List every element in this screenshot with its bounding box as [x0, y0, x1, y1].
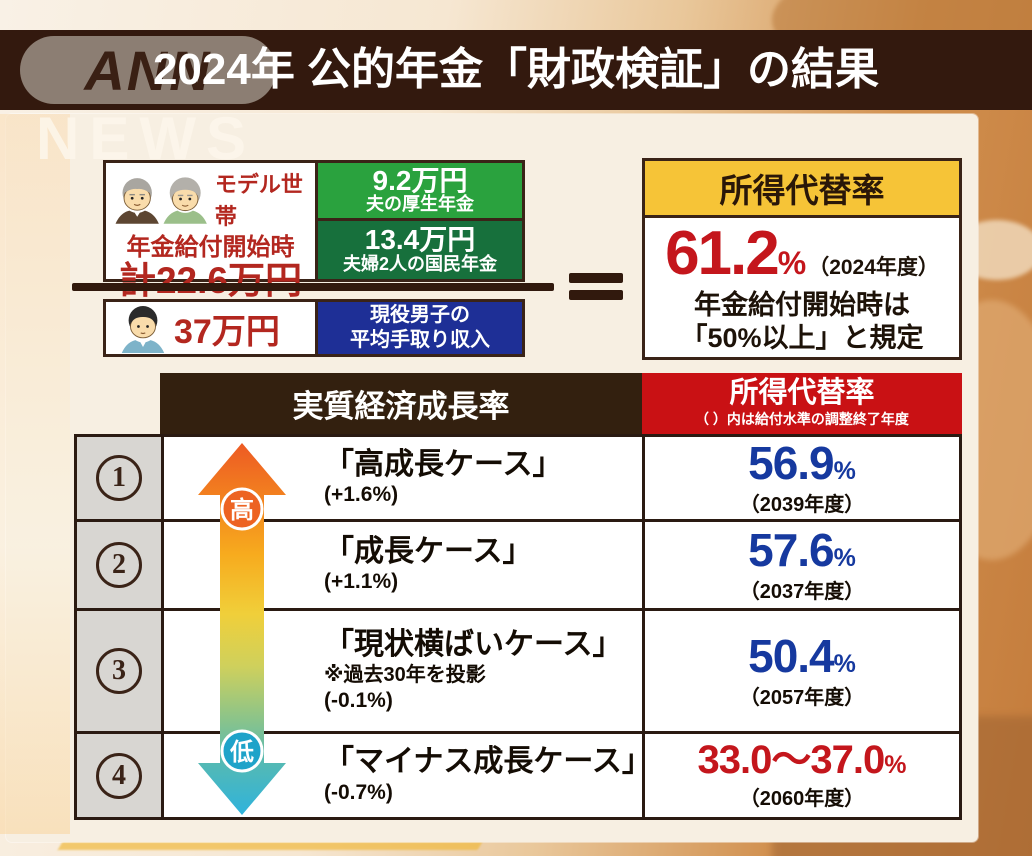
case-note: ※過去30年を投影	[324, 663, 486, 686]
elderly-woman-icon	[163, 177, 208, 224]
rate-year: （2060年度）	[739, 788, 865, 810]
rate-unit: %	[833, 649, 856, 678]
worker-income-box: 37万円 現役男子の 平均手取り収入	[103, 299, 525, 357]
case-title: 「成長ケース」	[324, 534, 533, 568]
worker-income-amount: 37万円	[174, 312, 280, 351]
growth-column-header: 実質経済成長率	[160, 373, 642, 434]
low-badge-label: 低	[229, 739, 254, 766]
case-growth: (+1.1%)	[324, 570, 399, 594]
replacement-rate-header: 所得代替率	[645, 161, 959, 218]
national-pension-box: 13.4万円 夫婦2人の国民年金	[318, 221, 522, 279]
pension-start-label: 年金給付開始時	[126, 234, 295, 261]
worker-income-label-line2: 平均手取り収入	[350, 329, 490, 351]
background-light-ray	[0, 114, 70, 834]
employee-pension-amount: 9.2万円	[372, 164, 468, 196]
case-title: 「高成長ケース」	[324, 447, 563, 481]
replacement-rate-body: 61.2 % （2024年度） 年金給付開始時は 「50%以上」と規定	[645, 218, 959, 357]
replacement-rate-unit: %	[777, 245, 807, 282]
table-header: 実質経済成長率 所得代替率 （ ）内は給付水準の調整終了年度	[160, 373, 962, 434]
high-badge-label: 高	[230, 496, 254, 524]
case-title: 「マイナス成長ケース」	[324, 745, 652, 779]
high-badge: 高	[220, 487, 264, 531]
case-growth: (-0.7%)	[324, 780, 393, 804]
circled-number-3: 3	[96, 648, 142, 694]
replacement-rule-line2: 「50%以上」と規定	[680, 322, 924, 353]
rate-column-header: 所得代替率 （ ）内は給付水準の調整終了年度	[642, 373, 962, 434]
case-growth: (+1.6%)	[324, 483, 399, 507]
table-row-value: 33.0〜37.0 % （2060年度）	[645, 734, 959, 817]
pension-total-amount: 計22.6万円	[118, 260, 302, 301]
equals-sign	[569, 273, 623, 283]
rate-year: （2039年度）	[739, 493, 865, 516]
table-row-number: 2	[77, 522, 161, 608]
model-household-box: モデル世帯 年金給付開始時 計22.6万円 9.2万円 夫の厚生年金 13.4万…	[103, 160, 525, 299]
table-row-number: 1	[77, 437, 161, 519]
rate-column-note: （ ）内は給付水準の調整終了年度	[695, 411, 909, 428]
elderly-man-icon	[115, 178, 159, 224]
ann-logo-text: ANN	[84, 38, 212, 102]
rate-column-title: 所得代替率	[729, 376, 875, 409]
rate-value: 56.9	[748, 436, 835, 489]
replacement-rate-year: （2024年度）	[808, 256, 939, 280]
model-household-label: モデル世帯	[214, 172, 303, 229]
case-growth: (-0.1%)	[324, 688, 393, 712]
circled-number-2: 2	[96, 542, 142, 588]
table-row-value: 56.9 % （2039年度）	[645, 437, 959, 519]
rate-value: 57.6	[748, 523, 835, 576]
employee-pension-label: 夫の厚生年金	[366, 194, 474, 215]
rate-value: 33.0〜37.0	[697, 738, 886, 782]
employee-pension-box: 9.2万円 夫の厚生年金	[318, 163, 522, 221]
ann-logo: ANN	[20, 36, 276, 104]
rate-unit: %	[884, 751, 907, 779]
rate-year: （2037年度）	[739, 580, 865, 603]
replacement-rate-value: 61.2	[665, 219, 780, 289]
growth-gradient-arrow: 高 低	[198, 443, 286, 815]
replacement-rate-box: 所得代替率 61.2 % （2024年度） 年金給付開始時は 「50%以上」と規…	[642, 158, 962, 360]
table-row-number: 3	[77, 611, 161, 731]
worker-income-label-box: 現役男子の 平均手取り収入	[318, 302, 522, 354]
low-badge: 低	[220, 729, 264, 773]
equals-sign	[569, 290, 623, 300]
rate-unit: %	[833, 456, 856, 485]
pension-breakdown: 9.2万円 夫の厚生年金 13.4万円 夫婦2人の国民年金	[318, 163, 522, 279]
page-title: 2024年 公的年金「財政検証」の結果	[152, 45, 880, 94]
table-row-value: 50.4 % （2057年度）	[645, 611, 959, 731]
replacement-rule-line1: 年金給付開始時は	[693, 290, 910, 321]
table-row-number: 4	[77, 734, 161, 817]
rate-value: 50.4	[748, 629, 835, 682]
worker-income-left: 37万円	[106, 302, 318, 354]
working-man-icon	[121, 306, 165, 353]
national-pension-amount: 13.4万円	[364, 224, 476, 256]
fraction-divider-line	[72, 283, 554, 291]
table-row-value: 57.6 % （2037年度）	[645, 522, 959, 608]
title-bar: ANN 2024年 公的年金「財政検証」の結果	[0, 30, 1032, 110]
rate-year: （2057年度）	[739, 686, 865, 709]
case-title: 「現状横ばいケース」	[324, 628, 623, 662]
rate-unit: %	[833, 543, 856, 572]
circled-number-4: 4	[96, 752, 142, 799]
worker-income-label-line1: 現役男子の	[370, 304, 470, 326]
circled-number-1: 1	[96, 455, 142, 501]
model-household-left: モデル世帯 年金給付開始時 計22.6万円	[106, 163, 318, 299]
national-pension-label: 夫婦2人の国民年金	[342, 253, 497, 274]
